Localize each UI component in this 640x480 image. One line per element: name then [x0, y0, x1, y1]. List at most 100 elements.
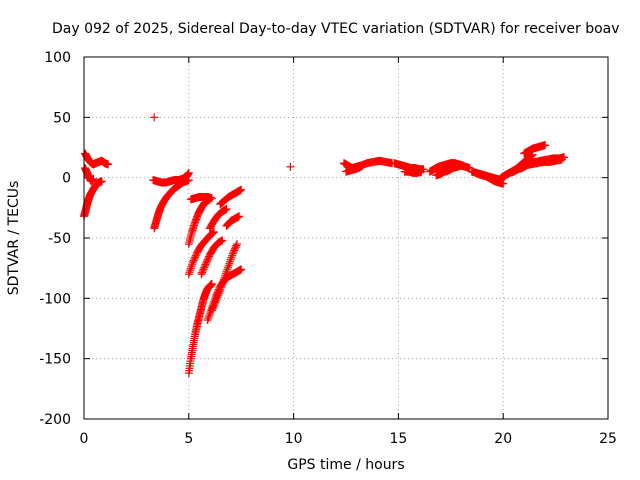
data-point [104, 160, 113, 169]
data-point [215, 287, 224, 296]
series-outlier-b [286, 162, 295, 171]
x-tick-label: 25 [599, 431, 617, 447]
data-point [211, 298, 220, 307]
data-point [417, 167, 426, 176]
data-point [186, 266, 195, 275]
data-point [221, 271, 230, 280]
data-point [213, 293, 222, 302]
data-point [227, 253, 236, 262]
data-point [212, 294, 221, 303]
data-point [499, 179, 508, 188]
data-point [187, 262, 196, 271]
data-point [226, 257, 235, 266]
series-arc-12b [342, 161, 367, 176]
data-point [204, 314, 213, 323]
data-point [184, 270, 193, 279]
series-early-arc-a [80, 177, 106, 221]
plot-frame [83, 56, 609, 420]
x-tick-label: 0 [80, 431, 89, 447]
data-point [207, 194, 216, 203]
data-point [541, 141, 550, 150]
data-point [228, 251, 237, 260]
data-point [218, 279, 227, 288]
data-point [286, 162, 295, 171]
series-arc-20-rise-b [497, 161, 531, 182]
data-point [216, 285, 225, 294]
x-tick-label: 5 [184, 431, 193, 447]
data-point [184, 168, 193, 177]
data-point [219, 275, 228, 284]
data-point [186, 264, 195, 273]
data-point [223, 265, 232, 274]
series-outlier-a [150, 113, 159, 122]
x-tick-label: 20 [494, 431, 512, 447]
data-point [209, 228, 218, 237]
series-arc-5-flat [186, 192, 216, 204]
data-point [214, 289, 223, 298]
series-arc-3b [149, 168, 193, 187]
data-points [80, 113, 568, 378]
x-tick-labels: 0 5 10 15 20 25 [80, 431, 617, 447]
series-early-arc-c [81, 164, 98, 186]
y-tick-label: 100 [44, 50, 71, 66]
x-tick-label: 15 [389, 431, 407, 447]
data-point [219, 277, 228, 286]
data-point [221, 269, 230, 278]
data-point [203, 316, 212, 325]
data-point [222, 267, 231, 276]
series-arc-17b [432, 161, 474, 180]
series-arc-6-upper [197, 236, 227, 279]
y-axis-label: SDTVAR / TECUs [6, 181, 22, 296]
data-point [222, 205, 231, 214]
series-arc-7-rise [216, 185, 246, 209]
data-point [557, 155, 566, 164]
data-point [237, 185, 246, 194]
data-point [207, 279, 216, 288]
y-tick-label: -150 [39, 352, 71, 368]
data-point [223, 263, 232, 272]
data-point [216, 283, 225, 292]
grid [84, 57, 608, 419]
data-point [150, 113, 159, 122]
y-tick-label: -50 [48, 231, 71, 247]
chart-title: Day 092 of 2025, Sidereal Day-to-day VTE… [52, 21, 620, 37]
axis-ticks [83, 56, 609, 420]
x-tick-label: 10 [285, 431, 303, 447]
series-arc-21-peak [520, 141, 550, 158]
x-axis-label: GPS time / hours [287, 457, 404, 473]
y-tick-labels: -200 -150 -100 -50 0 50 100 [39, 50, 71, 428]
data-point [188, 260, 197, 269]
y-tick-label: -100 [39, 291, 71, 307]
series-arc-3 [150, 176, 193, 233]
series-arc-6-steep [207, 240, 242, 315]
series-arc-5-deep [184, 279, 216, 378]
data-point [217, 281, 226, 290]
y-tick-label: -200 [39, 412, 71, 428]
data-point [235, 212, 244, 221]
data-point [205, 312, 214, 321]
data-point [208, 229, 217, 238]
data-point [218, 236, 227, 245]
series-arc-5-mid [184, 227, 218, 279]
data-point [209, 227, 218, 236]
data-point [237, 265, 246, 274]
data-point [224, 261, 233, 270]
data-point [97, 177, 106, 186]
series-arc-7-curve [222, 212, 244, 230]
data-point [212, 296, 221, 305]
data-point [225, 259, 234, 268]
data-point [220, 273, 229, 282]
data-point [358, 161, 367, 170]
series-arc-15b [400, 167, 426, 177]
y-tick-label: 50 [53, 110, 71, 126]
data-point [232, 241, 241, 250]
series-arc-22b [520, 155, 566, 170]
y-tick-label: 0 [62, 171, 71, 187]
data-point [233, 240, 242, 249]
series-arc-6-curve [205, 205, 231, 233]
data-point [214, 291, 223, 300]
data-point [89, 174, 98, 183]
data-point [185, 268, 194, 277]
data-point [226, 255, 235, 264]
